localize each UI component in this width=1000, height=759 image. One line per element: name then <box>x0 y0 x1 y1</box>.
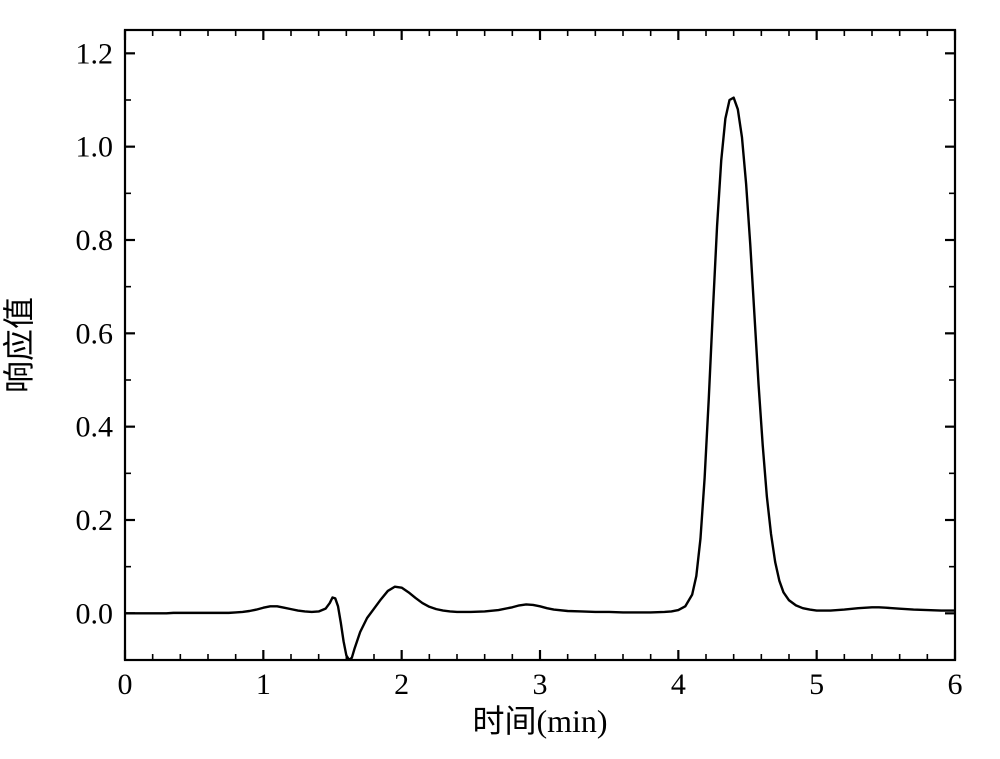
x-tick-label: 1 <box>256 668 271 701</box>
x-tick-label: 2 <box>394 668 409 701</box>
chromatogram-chart: 0 1 2 3 4 5 6 0.0 0.2 0.4 0.6 0.8 1.0 1.2 时间(min) 响应值 <box>0 0 1000 759</box>
y-tick-label: 0.2 <box>76 504 114 537</box>
y-tick-label: 1.0 <box>76 131 114 164</box>
y-tick-label: 0.6 <box>76 317 114 350</box>
plot-frame <box>125 30 955 660</box>
y-tick-label: 0.0 <box>76 597 114 630</box>
y-tick-label: 0.8 <box>76 224 114 257</box>
x-axis-title: 时间(min) <box>472 703 607 739</box>
x-tick-label: 3 <box>533 668 548 701</box>
x-tick-label: 0 <box>118 668 133 701</box>
series-line <box>125 98 955 660</box>
y-tick-label: 0.4 <box>76 411 114 444</box>
x-tick-label: 6 <box>948 668 963 701</box>
x-tick-label: 5 <box>809 668 824 701</box>
y-tick-label: 1.2 <box>76 37 114 70</box>
chart-container: { "chart": { "type": "line", "width": 10… <box>0 0 1000 759</box>
y-axis-title: 响应值 <box>1 297 37 393</box>
x-tick-label: 4 <box>671 668 686 701</box>
